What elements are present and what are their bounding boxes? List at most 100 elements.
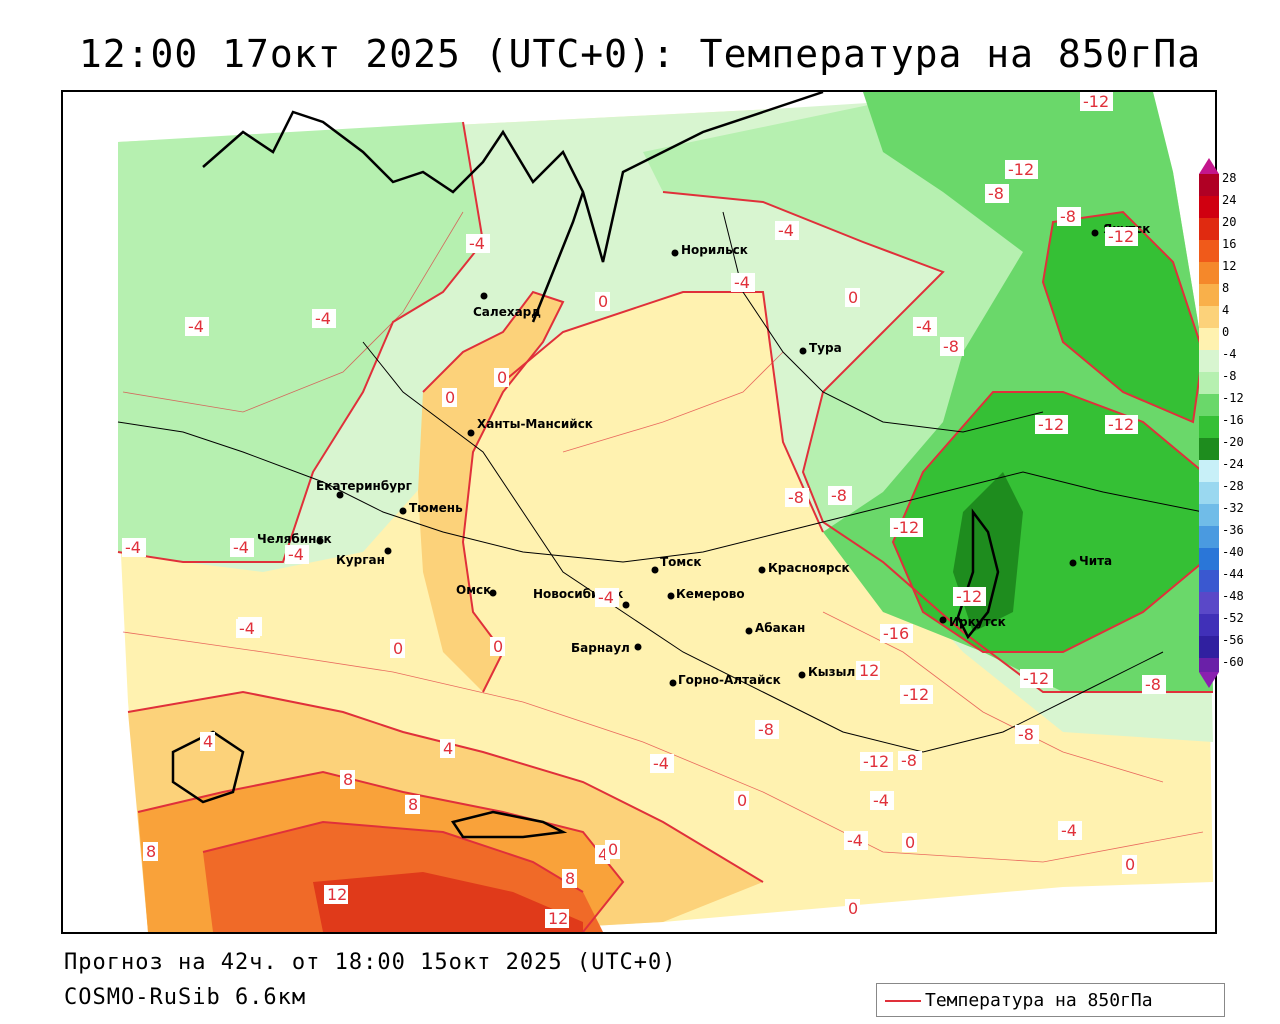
legend: Температура на 850гПа	[876, 983, 1225, 1017]
isotherm-label: 0	[845, 288, 860, 307]
isotherms	[117, 121, 1213, 932]
city-tyumen: Тюмень	[399, 501, 463, 515]
svg-text:-12: -12	[1038, 415, 1064, 434]
isotherm-label: 0	[902, 833, 917, 852]
svg-text:8: 8	[565, 869, 575, 888]
isotherm-label: -4	[595, 588, 619, 607]
city-chelyabinsk: Челябинск	[257, 532, 332, 546]
city-irkutsk: Иркутск	[939, 615, 1006, 629]
colorbar-tick-label: -20	[1222, 435, 1244, 449]
isotherm-label: -16	[880, 624, 913, 643]
isotherm-label: 8	[340, 770, 355, 789]
svg-text:0: 0	[445, 388, 455, 407]
isotherm-label: 8	[143, 842, 158, 861]
isotherm-label: 0	[1122, 855, 1137, 874]
isotherm-label: 0	[442, 388, 457, 407]
isotherm-label: 0	[734, 791, 749, 810]
isotherm-label: -12	[890, 518, 923, 537]
city-label: Абакан	[755, 621, 805, 635]
isotherm-label: -4	[285, 545, 309, 564]
colorbar-tick-label: -4	[1222, 347, 1237, 361]
svg-text:0: 0	[598, 292, 608, 311]
svg-text:4: 4	[203, 732, 213, 751]
svg-text:-12: -12	[1023, 669, 1049, 688]
city-kurgan: Курган	[336, 547, 392, 567]
isotherm-label: 0	[845, 899, 860, 918]
svg-text:-4: -4	[1061, 821, 1077, 840]
zone-minus12-north	[1043, 212, 1203, 422]
city-label: Барнаул	[571, 641, 630, 655]
svg-text:0: 0	[493, 637, 503, 656]
city-label: Тюмень	[409, 501, 463, 515]
city-kyzyl: Кызыл	[798, 665, 855, 679]
colorbar-tick-label: -36	[1222, 523, 1244, 537]
isotherm-label: -4	[466, 234, 490, 253]
city-label: Кемерово	[676, 587, 745, 601]
svg-text:0: 0	[905, 833, 915, 852]
svg-text:-8: -8	[1145, 675, 1161, 694]
isotherm-labels: -12 -12 -8 -8 -12 -4 -4 -4 0 -4 -4 0 -4 -8 -12 -12 0 0 -8 -…	[122, 92, 1166, 928]
svg-text:0: 0	[608, 840, 618, 859]
isotherm-label: -8	[898, 751, 922, 770]
colorbar-tick-label: 24	[1222, 193, 1237, 207]
svg-text:-4: -4	[239, 619, 255, 638]
city-label: Курган	[336, 553, 385, 567]
colorbar-tick-label: -8	[1222, 369, 1237, 383]
svg-text:-8: -8	[901, 751, 917, 770]
svg-text:-16: -16	[883, 624, 909, 643]
isotherm-label: -4	[122, 538, 146, 557]
svg-text:-8: -8	[831, 486, 847, 505]
svg-text:-4: -4	[125, 538, 141, 557]
isotherm-label: -12	[1080, 92, 1113, 111]
isotherm-label: -8	[940, 337, 964, 356]
isotherm-label: -4	[236, 619, 260, 638]
city-norilsk: Норильск	[671, 243, 748, 257]
colorbar-tick-label: 20	[1222, 215, 1237, 229]
isotherm-label: -12	[1035, 415, 1068, 434]
svg-text:-8: -8	[1060, 207, 1076, 226]
svg-text:-4: -4	[233, 538, 249, 557]
isotherm-label: -8	[1015, 725, 1039, 744]
svg-text:-4: -4	[598, 588, 614, 607]
colorbar-tick-label: -48	[1222, 589, 1244, 603]
city-omsk: Омск	[456, 583, 497, 597]
svg-text:0: 0	[848, 899, 858, 918]
isotherm-label: 4	[440, 739, 455, 758]
city-krasnoyarsk: Красноярск	[758, 561, 850, 575]
colorbar-tick-label: -32	[1222, 501, 1244, 515]
city-label: Красноярск	[768, 561, 850, 575]
svg-text:-8: -8	[758, 720, 774, 739]
city-label: Тура	[809, 341, 842, 355]
city-khanty-mansiysk: Ханты-Мансийск	[467, 417, 593, 437]
city-barnaul: Барнаул	[571, 641, 642, 655]
svg-text:-4: -4	[469, 234, 485, 253]
isotherm-label: -8	[828, 486, 852, 505]
city-label: Томск	[660, 555, 702, 569]
svg-text:0: 0	[497, 368, 507, 387]
svg-text:-12: -12	[956, 587, 982, 606]
svg-text:-12: -12	[1008, 160, 1034, 179]
city-label: Омск	[456, 583, 491, 597]
svg-text:-12: -12	[1108, 227, 1134, 246]
svg-text:-12: -12	[1108, 415, 1134, 434]
city-gorno-altaysk: Горно-Алтайск	[669, 673, 781, 687]
isotherm-label: 8	[562, 869, 577, 888]
colorbar-tick-label: -28	[1222, 479, 1244, 493]
colorbar-tick-label: 0	[1222, 325, 1230, 339]
city-label: Челябинск	[257, 532, 332, 546]
colorbar-tick-label: -40	[1222, 545, 1244, 559]
colorbar-tick-label: 8	[1222, 281, 1230, 295]
isotherm-label: -4	[870, 791, 894, 810]
city-label: Чита	[1079, 554, 1112, 568]
svg-text:-4: -4	[847, 831, 863, 850]
svg-text:4: 4	[598, 845, 608, 864]
model-name: COSMO-RuSib 6.6км	[64, 985, 307, 1010]
isotherm-label: -4	[650, 754, 674, 773]
svg-text:-4: -4	[188, 317, 204, 336]
isotherm-label: -8	[985, 184, 1009, 203]
city-label: Норильск	[681, 243, 748, 257]
isotherm-label: -12	[1105, 227, 1138, 246]
city-label: Ханты-Мансийск	[477, 417, 593, 431]
map-title: 12:00 17окт 2025 (UTC+0): Температура на…	[78, 32, 1202, 76]
svg-text:-8: -8	[943, 337, 959, 356]
